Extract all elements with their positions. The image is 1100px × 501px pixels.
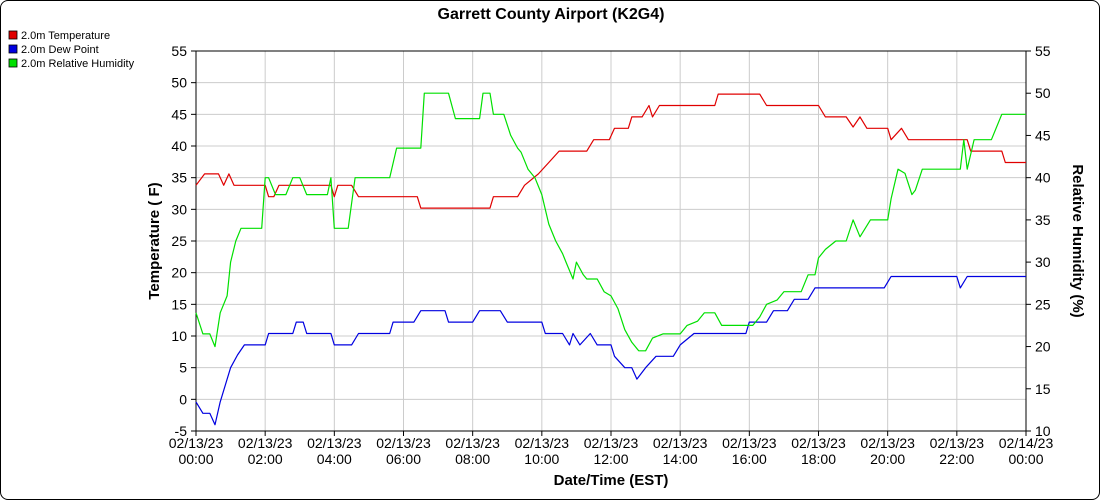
legend-label: 2.0m Relative Humidity: [21, 58, 135, 70]
right-axis-ticks: 10 15 20 25 30 35 40 45 50 55: [1026, 43, 1051, 439]
y-left-tick-label: 30: [171, 201, 187, 217]
x-tick-label-date: 02/13/23: [653, 435, 708, 451]
y-left-tick-label: 20: [171, 265, 187, 281]
x-tick-label-time: 18:00: [801, 451, 836, 467]
series-line-2-0m-temperature: [195, 93, 1026, 209]
legend-label: 2.0m Dew Point: [21, 44, 99, 56]
x-tick-label-date: 02/13/23: [584, 435, 639, 451]
x-tick-label-time: 08:00: [455, 451, 490, 467]
y-left-tick-label: 15: [171, 296, 187, 312]
x-tick-label-date: 02/13/23: [930, 435, 985, 451]
x-tick-label-date: 02/13/23: [307, 435, 362, 451]
x-tick-label-date: 02/13/23: [376, 435, 431, 451]
x-tick-label-time: 16:00: [732, 451, 767, 467]
y-right-tick-label: 15: [1035, 381, 1051, 397]
y-right-tick-label: 55: [1035, 43, 1051, 59]
x-axis-ticks: 02/13/2300:0002/13/2302:0002/13/2304:000…: [169, 431, 1054, 467]
y-left-tick-label: 55: [171, 43, 187, 59]
y-left-tick-label: 50: [171, 75, 187, 91]
legend: 2.0m Temperature 2.0m Dew Point 2.0m Relat…: [8, 30, 135, 70]
y-right-tick-label: 30: [1035, 254, 1051, 270]
x-tick-label-date: 02/14/23: [999, 435, 1054, 451]
legend-swatch: [8, 44, 18, 54]
x-tick-label-date: 02/13/23: [238, 435, 293, 451]
chart-title: Garrett County Airport (K2G4): [438, 6, 665, 23]
x-tick-label-time: 22:00: [939, 451, 974, 467]
y-left-tick-label: 45: [171, 106, 187, 122]
y-right-tick-label: 45: [1035, 127, 1051, 143]
legend-swatch: [8, 30, 18, 40]
y-left-tick-label: 0: [179, 391, 187, 407]
x-tick-label-time: 00:00: [1008, 451, 1043, 467]
y-axis-left-label: Temperature ( F): [146, 182, 163, 299]
y-left-tick-label: -5: [175, 423, 188, 439]
y-right-tick-label: 40: [1035, 170, 1051, 186]
y-right-tick-label: 25: [1035, 296, 1051, 312]
y-right-tick-label: 20: [1035, 339, 1051, 355]
x-tick-label-date: 02/13/23: [791, 435, 846, 451]
x-tick-label-time: 04:00: [317, 451, 352, 467]
left-axis-ticks: -5 0 5 10 15 20 25 30 35 40 45 50 55: [171, 43, 196, 439]
x-tick-label-date: 02/13/23: [722, 435, 777, 451]
x-tick-label-time: 02:00: [248, 451, 283, 467]
y-axis-right-label: Relative Humidity (%): [1069, 164, 1086, 317]
y-left-tick-label: 25: [171, 233, 187, 249]
x-tick-label-date: 02/13/23: [515, 435, 570, 451]
x-tick-label-time: 12:00: [593, 451, 628, 467]
legend-label: 2.0m Temperature: [21, 30, 110, 42]
y-left-tick-label: 40: [171, 138, 187, 154]
y-right-tick-label: 10: [1035, 423, 1051, 439]
x-tick-label-date: 02/13/23: [445, 435, 500, 451]
grid: [195, 50, 1027, 432]
x-axis-label: Date/Time (EST): [554, 472, 669, 489]
x-tick-label-time: 10:00: [524, 451, 559, 467]
x-tick-label-time: 06:00: [386, 451, 421, 467]
x-tick-label-time: 00:00: [178, 451, 213, 467]
x-tick-label-time: 20:00: [870, 451, 905, 467]
y-right-tick-label: 50: [1035, 85, 1051, 101]
x-tick-label-date: 02/13/23: [860, 435, 915, 451]
series-lines: [195, 92, 1026, 426]
y-left-tick-label: 10: [171, 328, 187, 344]
series-line-2-0m-relative-humidity: [195, 92, 1026, 352]
y-right-tick-label: 35: [1035, 212, 1051, 228]
x-tick-label-date: 02/13/23: [169, 435, 224, 451]
x-tick-label-time: 14:00: [663, 451, 698, 467]
y-left-tick-label: 5: [179, 360, 187, 376]
legend-swatch: [8, 58, 18, 68]
series-line-2-0m-dew-point: [195, 275, 1026, 426]
y-left-tick-label: 35: [171, 170, 187, 186]
